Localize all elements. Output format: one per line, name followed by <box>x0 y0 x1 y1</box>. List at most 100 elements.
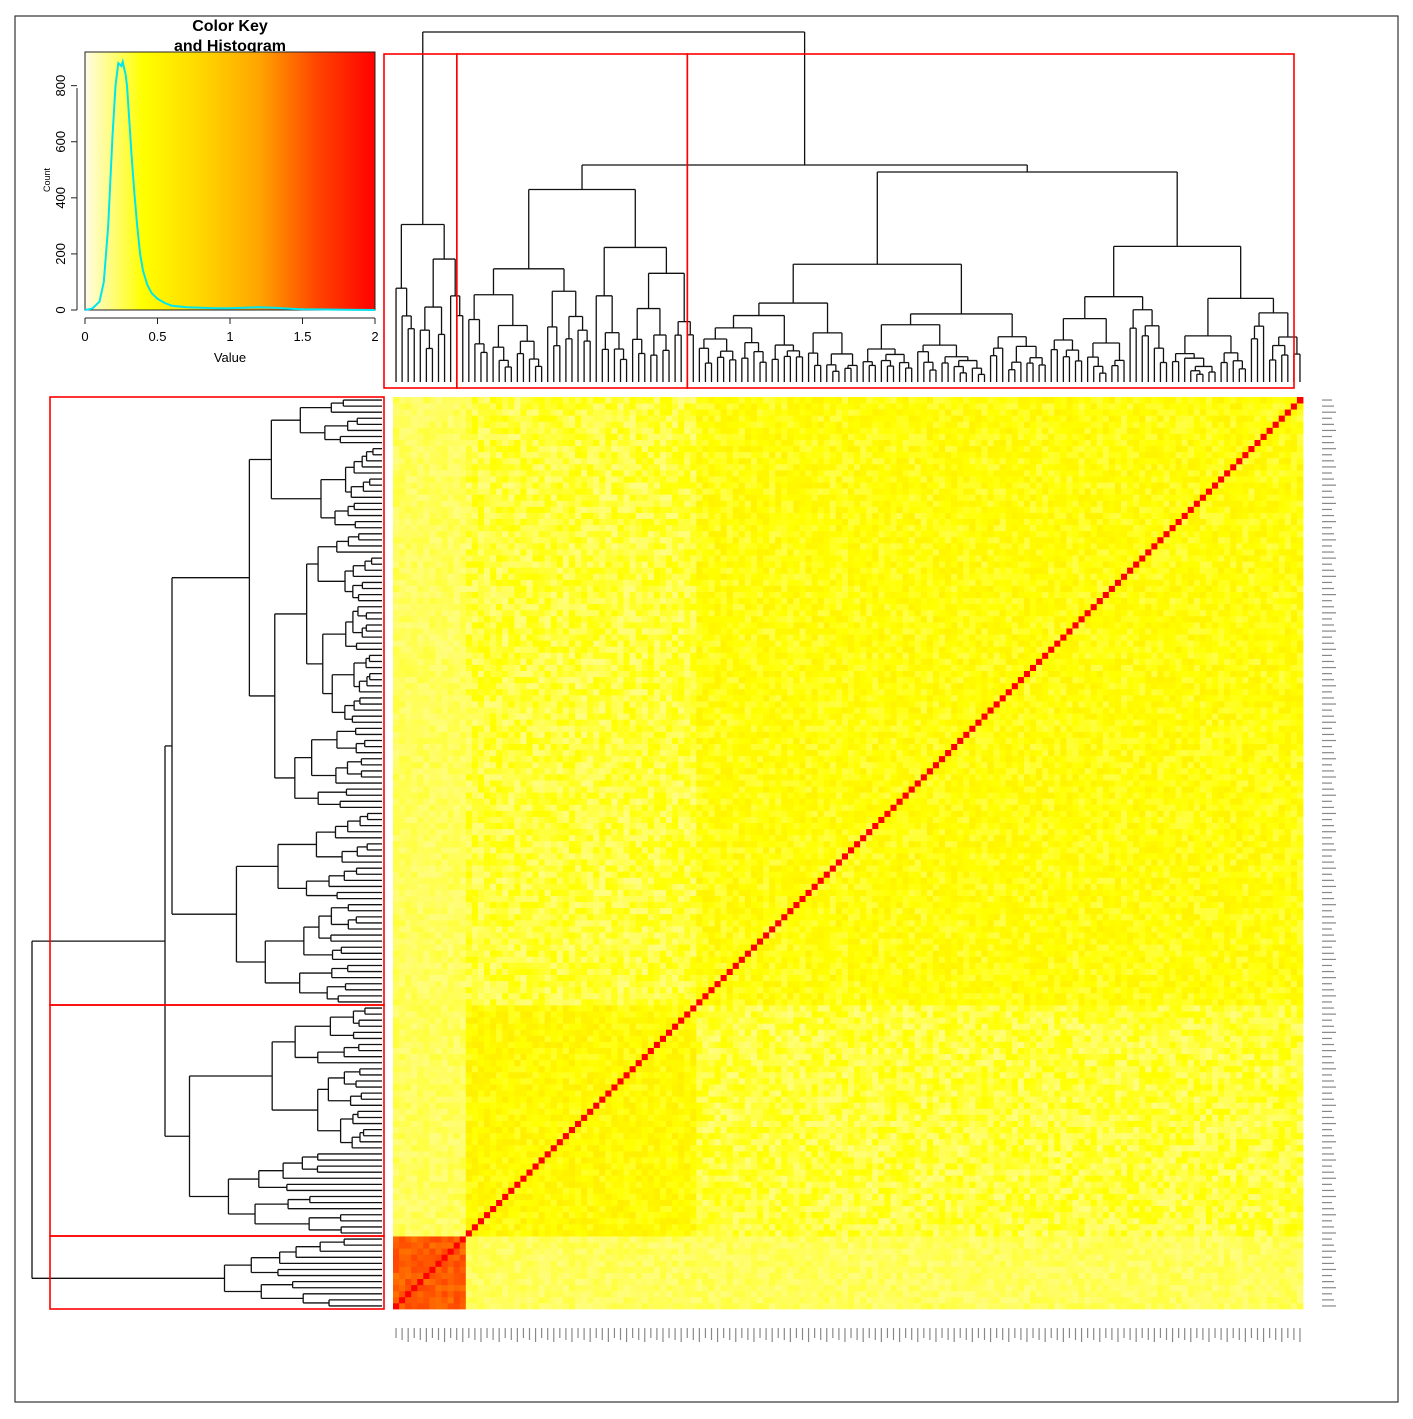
heatmap-cell <box>1048 1211 1055 1219</box>
heatmap-cell <box>1060 1296 1067 1304</box>
heatmap-cell <box>1230 1114 1237 1121</box>
heatmap-cell <box>1066 1120 1073 1127</box>
heatmap-cell <box>829 1229 837 1237</box>
heatmap-cell <box>393 1193 400 1200</box>
heatmap-cell <box>902 1248 910 1255</box>
heatmap-cell <box>1242 1163 1249 1170</box>
heatmap-cell <box>417 1163 424 1170</box>
heatmap-cell <box>890 1236 897 1243</box>
heatmap-cell <box>587 1126 594 1134</box>
heatmap-cell <box>678 1150 685 1158</box>
heatmap-cell <box>1060 1242 1067 1249</box>
heatmap-cell <box>902 1260 910 1267</box>
heatmap-cell <box>581 1205 588 1213</box>
heatmap-cell <box>757 1132 764 1140</box>
heatmap-cell <box>1011 1187 1019 1194</box>
heatmap-cell <box>757 1223 764 1231</box>
heatmap-cell <box>702 1236 709 1243</box>
heatmap-cell <box>1133 1266 1140 1273</box>
heatmap-cell <box>1272 1114 1280 1121</box>
heatmap-cell <box>587 1266 594 1273</box>
heatmap-cell <box>1193 1254 1201 1261</box>
heatmap-cell <box>659 1169 667 1176</box>
heatmap-cell <box>417 1169 424 1176</box>
heatmap-cell <box>817 1205 825 1213</box>
heatmap-cell <box>568 1284 576 1292</box>
heatmap-cell <box>932 1150 940 1158</box>
heatmap-cell <box>1260 1272 1267 1279</box>
heatmap-cell <box>1066 1229 1073 1237</box>
heatmap-cell <box>951 1290 958 1298</box>
heatmap-cell <box>1272 1205 1280 1213</box>
heatmap-cell <box>647 1236 655 1243</box>
heatmap-cell <box>684 1108 691 1115</box>
heatmap-cell <box>708 1144 715 1152</box>
heatmap-cell <box>993 1266 1001 1273</box>
heatmap-cell <box>981 1108 988 1115</box>
heatmap-cell <box>750 1199 758 1207</box>
heatmap-cell <box>763 1150 770 1158</box>
heatmap-cell <box>732 1248 740 1255</box>
heatmap-cell <box>945 1260 952 1267</box>
heatmap-cell <box>720 1193 728 1200</box>
heatmap-cell <box>908 1108 916 1115</box>
heatmap-cell <box>1096 1187 1104 1194</box>
heatmap-cell <box>405 1266 412 1273</box>
heatmap-cell <box>999 1211 1007 1219</box>
heatmap-cell <box>623 1242 630 1249</box>
heatmap-cell <box>775 1278 782 1286</box>
heatmap-cell <box>951 1272 958 1279</box>
heatmap-cell <box>744 1217 752 1225</box>
heatmap-cell <box>1212 1199 1219 1207</box>
heatmap-cell <box>1048 1187 1055 1194</box>
heatmap-cell <box>908 1217 916 1225</box>
heatmap-cell <box>799 1132 806 1140</box>
heatmap-cell <box>732 1266 740 1273</box>
heatmap-cell <box>1218 1217 1225 1225</box>
heatmap-cell <box>926 1120 934 1127</box>
heatmap-cell <box>1139 1248 1146 1255</box>
heatmap-cell <box>890 1205 897 1213</box>
heatmap-cell <box>987 1272 994 1279</box>
heatmap-cell <box>514 1169 521 1176</box>
heatmap-cell <box>1072 1108 1079 1115</box>
heatmap-cell <box>653 1254 661 1261</box>
heatmap-cell <box>769 1290 776 1298</box>
heatmap-cell <box>1145 1193 1152 1200</box>
heatmap-cell <box>957 1157 964 1164</box>
heatmap-cell <box>617 1114 624 1121</box>
heatmap-cell <box>514 1260 521 1267</box>
heatmap-cell <box>1114 1150 1122 1158</box>
heatmap-cell <box>1096 1217 1104 1225</box>
heatmap-cell <box>744 1175 752 1182</box>
heatmap-cell <box>1236 1248 1243 1255</box>
heatmap-cell <box>1218 1296 1225 1304</box>
heatmap-cell <box>1090 1157 1098 1164</box>
heatmap-cell <box>1127 1248 1134 1255</box>
heatmap-cell <box>1017 1242 1025 1249</box>
heatmap-cell <box>411 1236 418 1243</box>
heatmap-cell <box>690 1248 697 1255</box>
heatmap-cell <box>1169 1138 1176 1146</box>
heatmap-cell <box>787 1260 794 1267</box>
heatmap-cell <box>684 1187 691 1194</box>
heatmap-cell <box>1272 1260 1280 1267</box>
heatmap-cell <box>1296 1223 1304 1231</box>
heatmap-cell <box>544 1266 552 1273</box>
heatmap-cell <box>411 1163 418 1170</box>
heatmap-cell <box>805 1157 812 1164</box>
heatmap-cell <box>1163 1272 1170 1279</box>
heatmap-cell <box>1157 1284 1164 1292</box>
heatmap-cell <box>1005 1242 1013 1249</box>
heatmap-cell <box>1127 1187 1134 1194</box>
heatmap-cell <box>575 1199 582 1207</box>
heatmap-cell <box>999 1223 1007 1231</box>
heatmap-cell <box>1072 1187 1079 1194</box>
heatmap-cell <box>914 1193 922 1200</box>
heatmap-cell <box>884 1150 891 1158</box>
heatmap-cell <box>1272 1187 1280 1194</box>
heatmap-cell <box>1157 1236 1164 1243</box>
heatmap-cell <box>1066 1302 1073 1310</box>
heatmap-cell <box>981 1211 988 1219</box>
heatmap-cell <box>1066 1266 1073 1273</box>
